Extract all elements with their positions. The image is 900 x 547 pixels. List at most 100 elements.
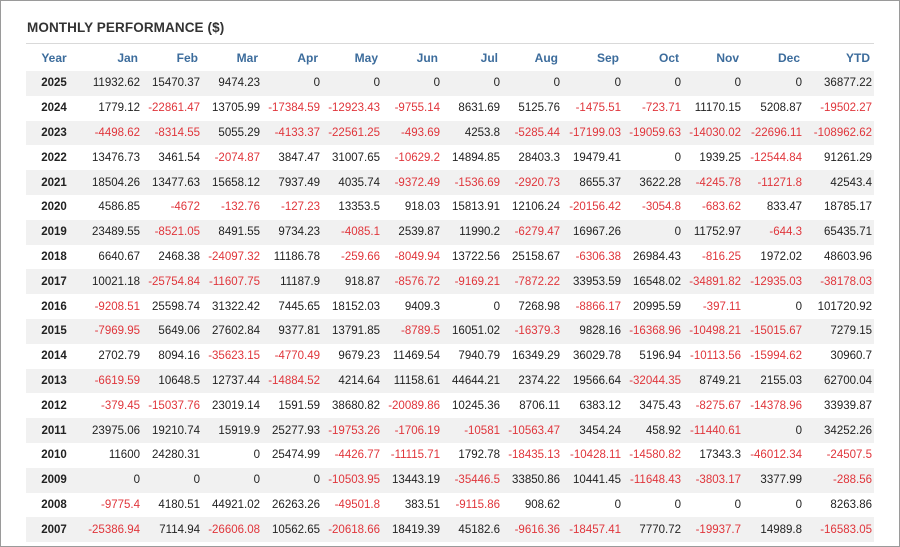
month-cell: -19059.63 xyxy=(623,120,683,146)
month-cell: 5196.94 xyxy=(639,350,681,363)
month-cell: -25754.84 xyxy=(142,269,202,295)
table-row: 2014 2702.79 8094.16 -35623.15 -4770.49 9679.… xyxy=(26,344,874,369)
month-cell: 15813.91 xyxy=(452,201,500,214)
month-cell: 0 xyxy=(262,467,322,493)
month-cell: -259.66 xyxy=(340,250,380,263)
month-cell: 16051.02 xyxy=(442,318,502,344)
month-cell: -26606.08 xyxy=(202,517,262,543)
month-cell: 10021.18 xyxy=(82,269,142,295)
month-cell: -9372.49 xyxy=(382,170,442,195)
month-cell: -10503.95 xyxy=(322,467,382,493)
month-cell: 13722.56 xyxy=(452,250,500,263)
month-cell: -16379.3 xyxy=(502,318,562,344)
table-row: 2017 10021.18 -25754.84 -11607.75 11187.9 918… xyxy=(26,269,874,295)
table-row: 2012 -379.45 -15037.76 23019.14 1591.59 38680… xyxy=(26,393,874,418)
year-cell: 2023 xyxy=(26,120,82,146)
month-cell: 3377.99 xyxy=(743,467,804,493)
month-cell: 0 xyxy=(142,467,202,493)
ytd-cell: -24507.5 xyxy=(826,449,872,462)
month-cell: -644.3 xyxy=(743,219,804,245)
month-cell: 2539.87 xyxy=(382,219,442,245)
year-cell: 2013 xyxy=(26,368,82,394)
month-cell: 7114.94 xyxy=(142,517,202,543)
ytd-cell: 42543.4 xyxy=(804,170,874,195)
year-cell: 2012 xyxy=(41,399,67,412)
column-header-jul: Jul xyxy=(480,51,498,65)
ytd-cell: -16583.05 xyxy=(804,517,874,543)
month-cell: 0 xyxy=(493,300,500,313)
month-cell: 13476.73 xyxy=(92,151,140,164)
month-cell: -14030.02 xyxy=(683,120,743,146)
month-cell: 0 xyxy=(674,498,681,511)
month-cell: 13443.19 xyxy=(382,467,442,493)
column-header-nov: Nov xyxy=(716,51,739,65)
month-cell: 31322.42 xyxy=(212,300,260,313)
month-cell: 2374.22 xyxy=(502,368,562,394)
month-cell: 12737.44 xyxy=(202,368,262,394)
table-row: 2010 11600 24280.31 0 25474.99 -4426.77 -11115… xyxy=(26,443,874,468)
month-cell: 38680.82 xyxy=(332,399,380,412)
year-cell: 2009 xyxy=(26,467,82,493)
month-cell: -49501.8 xyxy=(334,498,380,511)
month-cell: -6619.59 xyxy=(82,368,142,394)
month-cell: -12935.03 xyxy=(743,269,804,295)
month-cell: 11990.2 xyxy=(442,219,502,245)
month-cell: 0 xyxy=(623,219,683,245)
monthly-performance-table: Year Jan Feb Mar Apr May Jun Jul Aug Sep Oct Nov Dec… xyxy=(26,45,874,543)
month-cell: -6306.38 xyxy=(575,250,621,263)
month-cell: 4586.85 xyxy=(98,201,140,214)
month-cell: 11170.15 xyxy=(694,102,741,115)
month-cell: 9377.81 xyxy=(262,318,322,344)
column-header-feb: Feb xyxy=(176,51,198,65)
month-cell: 33850.86 xyxy=(502,467,562,493)
month-cell: 27602.84 xyxy=(202,318,262,344)
month-cell: 11932.62 xyxy=(82,71,142,96)
month-cell: 6640.67 xyxy=(98,250,140,263)
month-cell: -18457.41 xyxy=(562,517,623,543)
year-cell: 2016 xyxy=(41,300,67,313)
month-cell: 25277.93 xyxy=(262,418,322,443)
ytd-cell: 30960.7 xyxy=(830,350,872,363)
table-row: 2020 4586.85 -4672 -132.76 -127.23 13353.5 918… xyxy=(26,195,874,220)
month-cell: -11648.43 xyxy=(623,467,683,493)
month-cell: 3461.54 xyxy=(158,151,200,164)
column-header-ytd: YTD xyxy=(846,51,870,65)
month-cell: 9679.23 xyxy=(338,350,380,363)
table-row: 2019 23489.55 -8521.05 8491.55 9734.23 -4085.… xyxy=(26,219,874,245)
month-cell: -10629.2 xyxy=(394,151,440,164)
month-cell: -17199.03 xyxy=(562,120,623,146)
month-cell: 383.51 xyxy=(404,498,440,511)
month-cell: 0 xyxy=(743,418,804,443)
month-cell: 19479.41 xyxy=(573,151,621,164)
ytd-cell: 62700.04 xyxy=(804,368,874,394)
month-cell: -19937.7 xyxy=(683,517,743,543)
month-cell: -8789.5 xyxy=(382,318,442,344)
month-cell: 18504.26 xyxy=(82,170,142,195)
month-cell: 16967.26 xyxy=(562,219,623,245)
month-cell: 13477.63 xyxy=(142,170,202,195)
month-cell: -15994.62 xyxy=(750,350,802,363)
month-cell: -11607.75 xyxy=(202,269,262,295)
month-cell: 908.62 xyxy=(524,498,560,511)
month-cell: 2155.03 xyxy=(743,368,804,394)
month-cell: 25158.67 xyxy=(512,250,560,263)
month-cell: 1779.12 xyxy=(98,102,140,115)
month-cell: -8049.94 xyxy=(394,250,440,263)
month-cell: -18435.13 xyxy=(508,449,560,462)
month-cell: 6383.12 xyxy=(579,399,621,412)
year-cell: 2024 xyxy=(41,102,67,115)
year-cell: 2011 xyxy=(26,418,82,443)
month-cell: -2074.87 xyxy=(214,151,260,164)
ytd-cell: 91261.29 xyxy=(824,151,872,164)
ytd-cell: -38178.03 xyxy=(804,269,874,295)
ytd-cell: 48603.96 xyxy=(824,250,872,263)
month-cell: -8314.55 xyxy=(142,120,202,146)
month-cell: 0 xyxy=(382,71,442,96)
table-row: 2009 0 0 0 0 -10503.95 13443.19 -35446.5 33850.8… xyxy=(26,467,874,493)
month-cell: -20156.42 xyxy=(569,201,621,214)
month-cell: -19753.26 xyxy=(322,418,382,443)
ytd-cell: 34252.26 xyxy=(804,418,874,443)
month-cell: 0 xyxy=(562,71,623,96)
month-cell: 0 xyxy=(262,71,322,96)
month-cell: -8275.67 xyxy=(695,399,741,412)
